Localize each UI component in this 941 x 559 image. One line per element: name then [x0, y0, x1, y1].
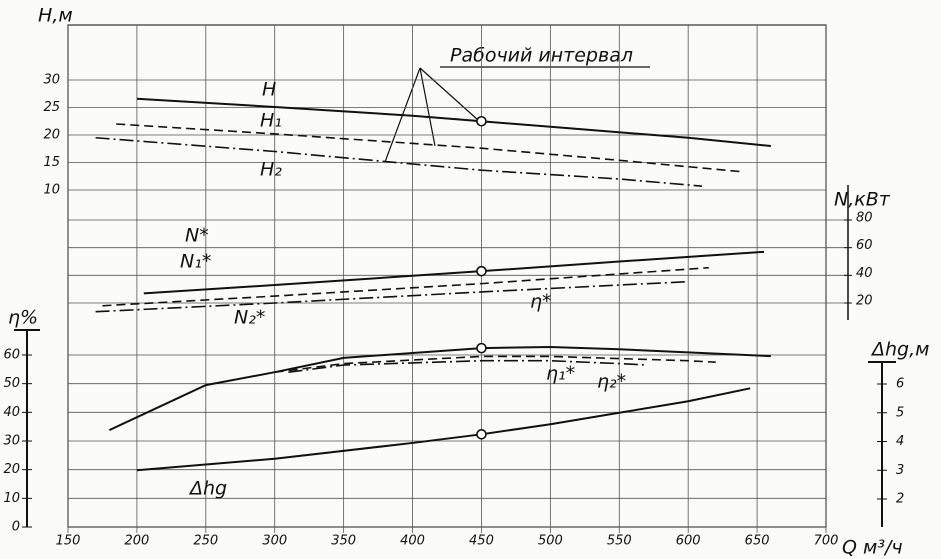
- dhg-axis-label: Δhg,м: [870, 339, 929, 361]
- n-tick-label: 60: [856, 238, 873, 253]
- h-tick-label: 25: [43, 100, 60, 115]
- dhg-tick-label: 5: [896, 405, 904, 420]
- curve-label: N₁*: [180, 251, 211, 273]
- curve-label: η₁*: [546, 363, 575, 385]
- curve-label: Н₂: [260, 159, 282, 181]
- curve: [136, 97, 771, 147]
- marker: [476, 115, 487, 127]
- x-tick-label: 700: [814, 534, 839, 549]
- h-tick-label: 30: [43, 73, 60, 88]
- h-tick-label: 10: [43, 183, 60, 198]
- annotation: Рабочий интервал: [450, 45, 633, 67]
- curve: [143, 250, 765, 295]
- n-axis-label: N,кВт: [834, 189, 891, 211]
- eta-tick-label: 20: [3, 462, 20, 477]
- dhg-tick-label: 4: [896, 434, 904, 449]
- curve-label: η*: [530, 291, 552, 313]
- eta-tick-label: 50: [3, 376, 20, 391]
- marker: [476, 265, 487, 277]
- x-tick-label: 450: [469, 534, 494, 549]
- curve-label: N*: [185, 225, 209, 247]
- n-tick-label: 20: [856, 294, 873, 309]
- n-tick-label: 40: [856, 266, 873, 281]
- curve-label: η₂*: [597, 371, 626, 393]
- x-tick-label: 550: [607, 534, 632, 549]
- h-tick-label: 20: [43, 128, 60, 143]
- x-tick-label: 250: [193, 534, 218, 549]
- h-tick-label: 15: [43, 155, 60, 170]
- eta-tick-label: 60: [3, 348, 20, 363]
- eta-tick-label: 30: [3, 434, 20, 449]
- h-axis-label: Н,м: [38, 5, 73, 27]
- curve-label: Н₁: [260, 110, 282, 132]
- n-tick-label: 80: [856, 211, 873, 226]
- curve: [274, 355, 716, 373]
- eta-axis-label: η%: [8, 307, 38, 329]
- curve-label: Н: [262, 79, 276, 101]
- annotation-leaders: [384, 66, 650, 163]
- marker: [476, 429, 487, 440]
- x-tick-label: 350: [331, 534, 356, 549]
- curve: [116, 123, 744, 173]
- x-tick-label: 500: [538, 534, 563, 549]
- x-tick-label: 650: [745, 534, 770, 549]
- x-axis-label: Q м³/ч: [842, 537, 903, 559]
- dhg-tick-label: 3: [896, 463, 904, 478]
- x-tick-label: 300: [262, 534, 287, 549]
- dhg-tick-label: 6: [896, 377, 904, 392]
- x-tick-label: 200: [124, 534, 149, 549]
- curve-label: N₂*: [234, 307, 265, 329]
- curve: [136, 387, 751, 472]
- curve: [95, 280, 689, 313]
- eta-tick-label: 0: [12, 520, 20, 535]
- curve: [108, 345, 771, 432]
- eta-tick-label: 10: [3, 491, 20, 506]
- curve: [288, 359, 647, 373]
- dhg-tick-label: 2: [896, 492, 904, 507]
- x-tick-label: 400: [400, 534, 425, 549]
- curve: [95, 136, 703, 187]
- x-tick-label: 150: [56, 534, 81, 549]
- curve-label: Δhg: [188, 478, 227, 500]
- marker: [476, 342, 487, 354]
- curve: [102, 266, 709, 307]
- eta-tick-label: 40: [3, 405, 20, 420]
- plot-border: [67, 24, 827, 528]
- x-tick-label: 600: [676, 534, 701, 549]
